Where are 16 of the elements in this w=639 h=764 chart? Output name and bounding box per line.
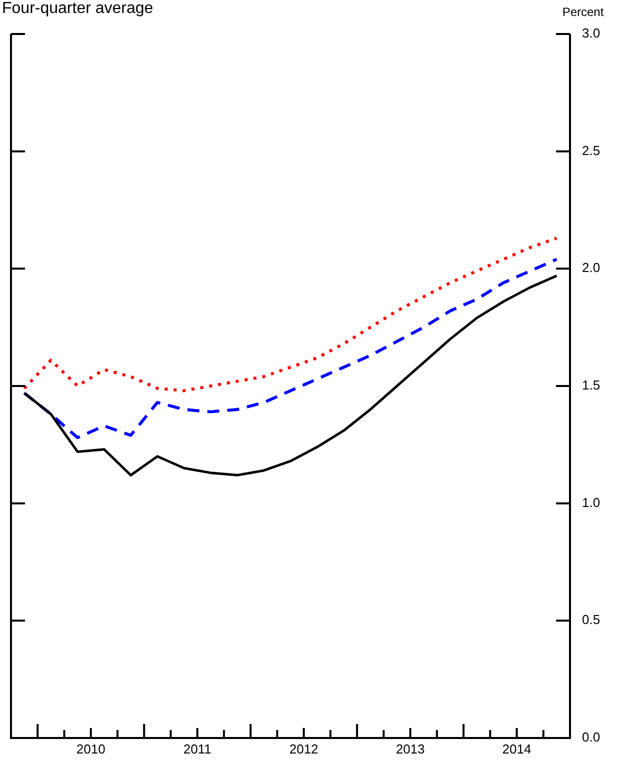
y-tick-label: 2.0 (582, 260, 600, 276)
x-tick-label: 2013 (396, 741, 425, 756)
y-tick-label: 0.5 (582, 612, 600, 628)
chart-title: Four-quarter average (2, 0, 154, 18)
y-tick-label: 1.5 (582, 378, 600, 393)
y-tick-label: 1.0 (582, 494, 600, 510)
y-tick-label: 0.0 (582, 730, 600, 745)
y-axis-title: Percent (562, 5, 604, 19)
y-tick-label: 3.0 (582, 26, 600, 41)
y-tick-label: 2.5 (582, 142, 600, 158)
x-tick-label: 2012 (289, 741, 318, 756)
line-series (22, 236, 558, 392)
line-series (22, 258, 558, 440)
x-tick-label: 2010 (76, 741, 106, 756)
x-tick-label: 2014 (502, 741, 532, 756)
x-tick-label: 2011 (183, 741, 212, 756)
